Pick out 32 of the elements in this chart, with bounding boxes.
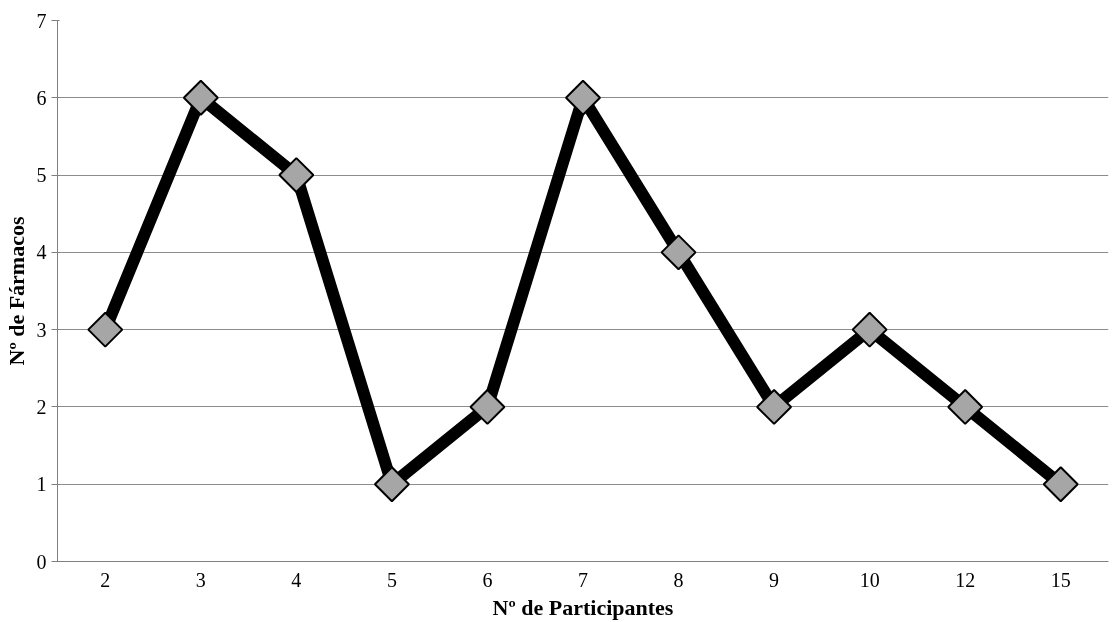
point — [1042, 466, 1079, 503]
point — [87, 311, 124, 348]
point — [182, 79, 219, 116]
y-tick-label: 4 — [36, 241, 47, 264]
y-tick-label: 1 — [36, 473, 47, 496]
point — [373, 466, 410, 503]
x-tick-label: 8 — [673, 568, 684, 591]
x-axis-title: Nº de Participantes — [492, 594, 674, 620]
x-tick-label: 9 — [769, 568, 780, 591]
y-tick-label: 7 — [36, 9, 47, 32]
x-tick-label: 12 — [955, 568, 976, 591]
x-tick-label: 5 — [386, 568, 397, 591]
x-tick-label: 4 — [291, 568, 302, 591]
y-axis-title: Nº de Fármacos — [3, 216, 29, 366]
point — [756, 388, 793, 425]
x-tick-label: 3 — [195, 568, 206, 591]
point — [851, 311, 888, 348]
y-tick-label: 0 — [36, 550, 47, 573]
y-tick-label: 2 — [36, 395, 47, 418]
x-tick-label: 6 — [482, 568, 493, 591]
point — [469, 388, 506, 425]
x-tick-label: 10 — [859, 568, 880, 591]
y-tick-label: 6 — [36, 86, 47, 109]
point — [565, 79, 601, 116]
point — [278, 157, 315, 194]
x-tick-label: 2 — [100, 568, 111, 591]
x-tick-label: 7 — [578, 568, 588, 591]
point — [947, 388, 984, 425]
y-tick-label: 3 — [36, 318, 47, 341]
point — [660, 234, 697, 271]
x-tick-label: 15 — [1050, 568, 1071, 591]
y-tick-label: 5 — [36, 164, 47, 187]
